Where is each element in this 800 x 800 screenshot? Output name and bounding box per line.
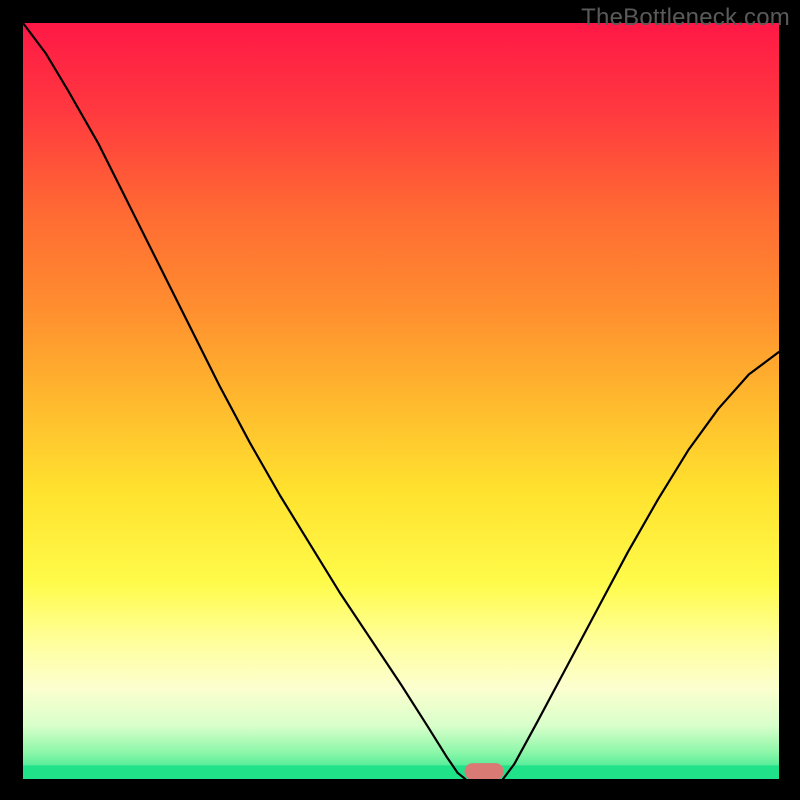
chart-bottom-band [23, 765, 779, 779]
chart-plot-area [23, 23, 779, 779]
chart-background [23, 23, 779, 779]
chart-svg [23, 23, 779, 779]
optimal-marker [465, 763, 504, 779]
watermark-text: TheBottleneck.com [581, 4, 790, 32]
